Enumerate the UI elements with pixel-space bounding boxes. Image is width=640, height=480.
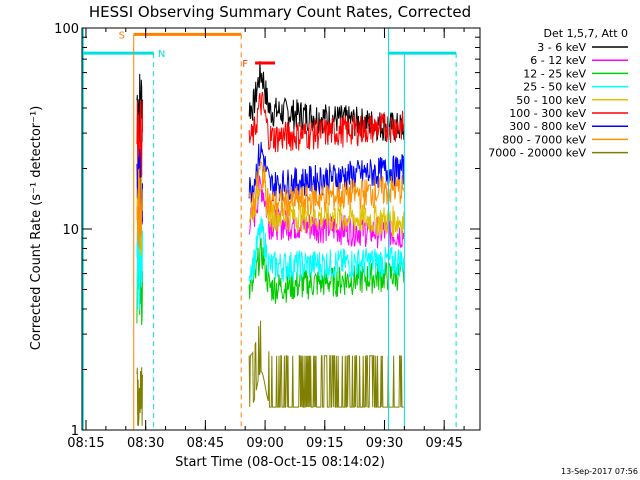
x-tick-label: 09:45 [425, 436, 462, 451]
legend-label: 50 - 100 keV [516, 94, 586, 107]
x-axis-label: Start Time (08-Oct-15 08:14:02) [175, 455, 385, 470]
marker-label: N [158, 49, 165, 60]
y-tick-label: 100 [54, 22, 79, 37]
legend-title: Det 1,5,7, Att 0 [544, 27, 628, 40]
x-tick-label: 08:15 [67, 436, 104, 451]
legend-label: 300 - 800 keV [509, 120, 586, 133]
series-line [248, 141, 405, 203]
legend-label: 25 - 50 keV [523, 81, 586, 94]
y-axis-label: Corrected Count Rate (s⁻¹ detector⁻¹) [29, 106, 44, 351]
y-tick-label: 10 [62, 223, 79, 238]
x-tick-label: 09:30 [366, 436, 403, 451]
x-tick-label: 08:30 [127, 436, 164, 451]
footer-date: 13-Sep-2017 07:56 [561, 467, 638, 476]
x-tick-label: 09:00 [246, 436, 283, 451]
y-tick-label: 1 [71, 424, 79, 439]
series-line [248, 216, 405, 283]
chart-title: HESSI Observing Summary Count Rates, Cor… [89, 3, 471, 21]
legend-label: 7000 - 20000 keV [488, 147, 586, 160]
legend-label: 12 - 25 keV [523, 67, 586, 80]
series-line [248, 320, 404, 408]
legend-label: 3 - 6 keV [537, 41, 586, 54]
legend-label: 6 - 12 keV [530, 54, 586, 67]
series-line [248, 61, 405, 142]
series-layer [136, 61, 405, 426]
marker-label: S [119, 30, 125, 41]
series-line [136, 367, 143, 426]
x-tick-label: 08:45 [187, 436, 224, 451]
series-line [248, 91, 405, 153]
axis-layer: 08:15 08:30 08:45 09:00 09:15 09:30 09:45 1 10 10… [54, 22, 480, 451]
x-tick-label: 09:15 [306, 436, 343, 451]
series-line [136, 167, 143, 250]
marker-label: F [242, 59, 248, 70]
series-line [248, 160, 405, 219]
legend-label: 800 - 7000 keV [502, 133, 586, 146]
legend-label: 100 - 300 keV [509, 107, 586, 120]
